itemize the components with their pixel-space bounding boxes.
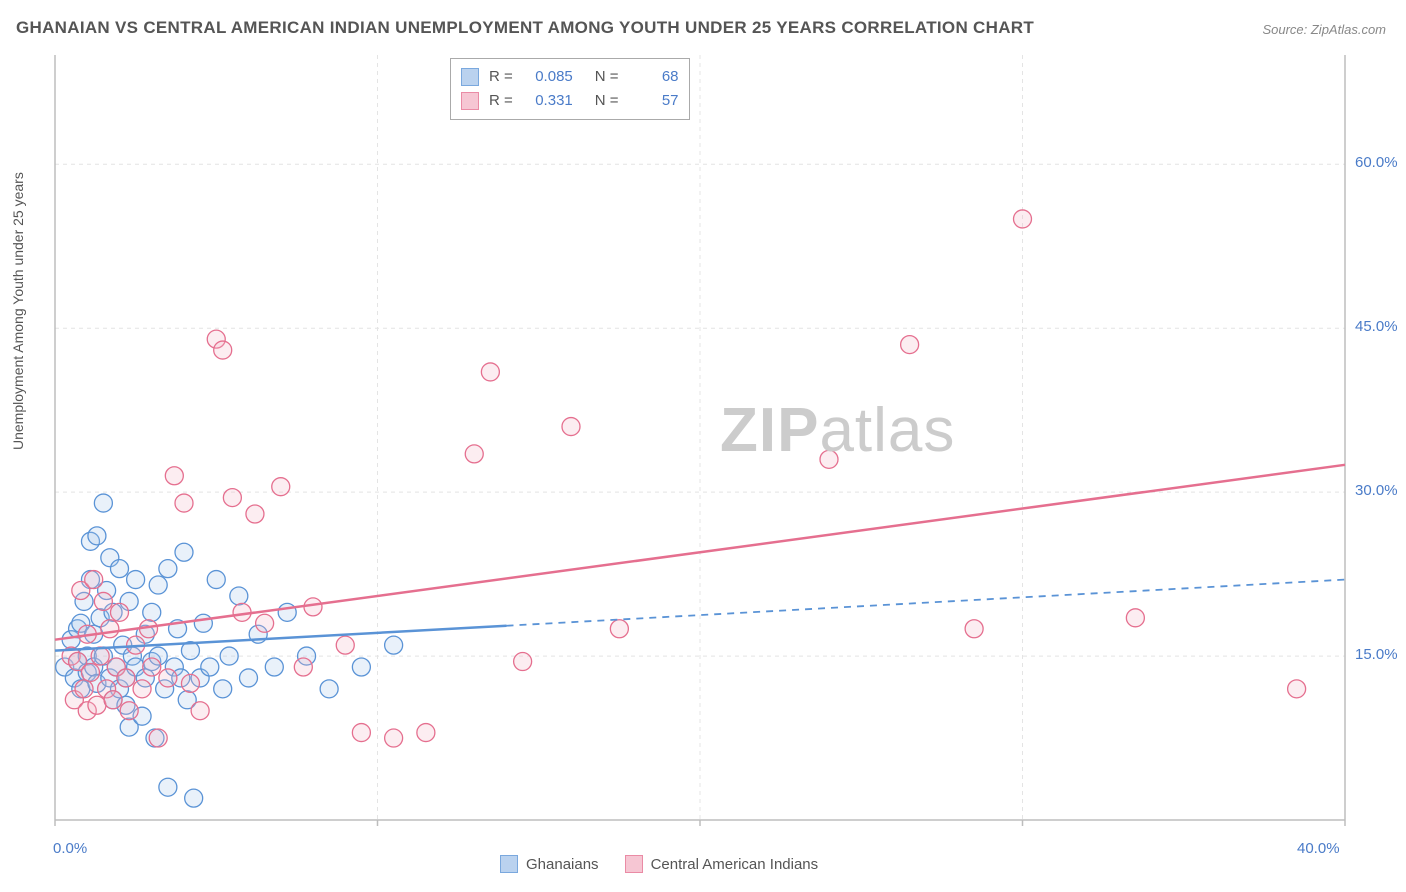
legend: Ghanaians Central American Indians [500, 855, 818, 873]
legend-label: Central American Indians [651, 856, 819, 873]
y-tick-label: 45.0% [1355, 318, 1398, 335]
r-label: R = [489, 89, 513, 113]
legend-item: Ghanaians [500, 855, 599, 873]
legend-swatch [500, 855, 518, 873]
r-value: 0.085 [523, 65, 573, 89]
r-value: 0.331 [523, 89, 573, 113]
y-tick-label: 30.0% [1355, 482, 1398, 499]
legend-item: Central American Indians [625, 855, 819, 873]
n-label: N = [595, 89, 619, 113]
r-label: R = [489, 65, 513, 89]
x-tick-label: 0.0% [53, 840, 87, 857]
stat-row: R = 0.331 N = 57 [461, 89, 679, 113]
n-value: 68 [629, 65, 679, 89]
y-tick-label: 15.0% [1355, 646, 1398, 663]
n-value: 57 [629, 89, 679, 113]
legend-swatch [461, 92, 479, 110]
legend-label: Ghanaians [526, 856, 599, 873]
legend-swatch [625, 855, 643, 873]
y-tick-label: 60.0% [1355, 154, 1398, 171]
stat-row: R = 0.085 N = 68 [461, 65, 679, 89]
legend-swatch [461, 68, 479, 86]
x-tick-label: 40.0% [1297, 840, 1340, 857]
correlation-stats-box: R = 0.085 N = 68 R = 0.331 N = 57 [450, 58, 690, 120]
scatter-chart [0, 0, 1406, 892]
n-label: N = [595, 65, 619, 89]
